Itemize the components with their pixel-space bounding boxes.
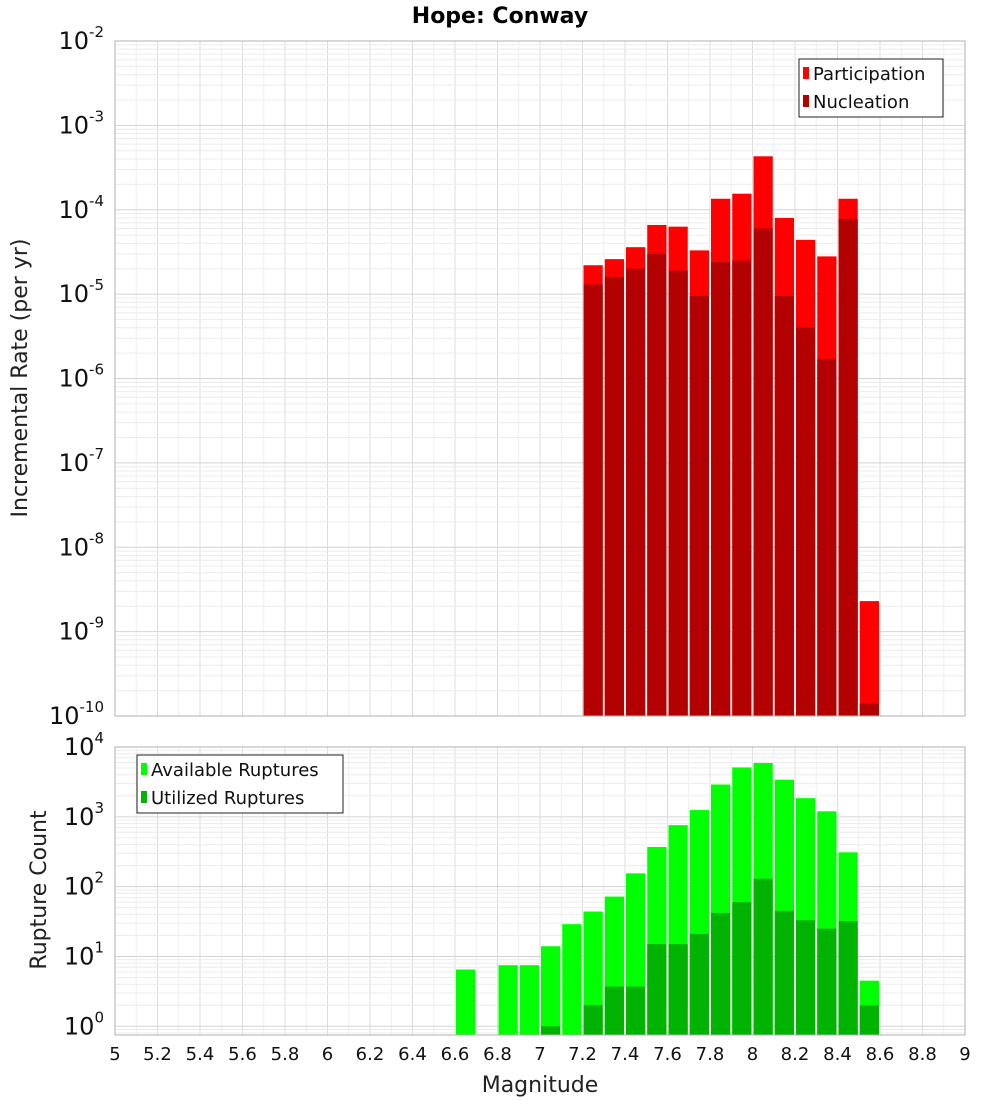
bar	[838, 921, 858, 1035]
x-tick-label: 8.2	[781, 1044, 810, 1065]
bar	[732, 260, 752, 716]
legend-label: Nucleation	[813, 92, 909, 113]
incremental-rate-plot: 10-10 10-9 10-8 10-7 10-6 10-5 10-4 10-3 10-2 Par…	[49, 23, 966, 730]
x-tick-label: 7.4	[611, 1044, 640, 1065]
bar	[562, 924, 582, 1035]
bar	[626, 986, 646, 1035]
x-tick-label: 5.8	[271, 1044, 300, 1065]
bottom-y-tick-labels: 100 101 102 103 104	[64, 729, 104, 1040]
x-tick-label: 5.2	[143, 1044, 172, 1065]
x-tick-label: 7	[534, 1044, 545, 1065]
legend-box	[798, 58, 944, 118]
chart-title: Hope: Conway	[412, 4, 588, 29]
y-tick-label: 100	[64, 1008, 104, 1040]
legend-label: Participation	[813, 64, 925, 85]
x-tick-label: 7.8	[696, 1044, 725, 1065]
bar	[519, 965, 539, 1035]
y-tick-label: 10-6	[58, 361, 104, 393]
bar	[604, 276, 624, 716]
legend-label: Utilized Ruptures	[151, 788, 304, 809]
x-tick-label: 8.4	[823, 1044, 852, 1065]
bar	[541, 1026, 561, 1035]
bar	[753, 228, 773, 716]
legend-swatch	[803, 95, 809, 107]
y-tick-label: 102	[64, 869, 104, 901]
y-tick-label: 10-10	[49, 698, 104, 730]
x-tick-label: 8.8	[908, 1044, 937, 1065]
y-tick-label: 10-8	[58, 529, 104, 561]
y-tick-label: 10-7	[58, 445, 104, 477]
y-tick-label: 103	[64, 799, 104, 831]
bar	[583, 911, 603, 1035]
bar	[859, 703, 879, 716]
x-tick-label: 5	[109, 1044, 120, 1065]
x-tick-label: 6.6	[441, 1044, 470, 1065]
bar	[838, 218, 858, 716]
bar	[711, 912, 731, 1035]
bar	[817, 928, 837, 1035]
legend-swatch	[141, 791, 147, 803]
bar	[456, 969, 476, 1035]
x-tick-label: 9	[959, 1044, 970, 1065]
bar	[859, 1005, 879, 1035]
y-tick-label: 10-4	[58, 192, 104, 224]
x-tick-label: 8.6	[866, 1044, 895, 1065]
x-tick-label: 7.2	[568, 1044, 597, 1065]
bar	[583, 284, 603, 716]
bottom-series-2	[541, 878, 879, 1035]
y-tick-label: 10-3	[58, 107, 104, 139]
bar	[817, 359, 837, 716]
top-legend: Participation Nucleation	[798, 58, 944, 118]
top-gridlines	[114, 40, 966, 717]
bar	[498, 965, 518, 1035]
x-tick-labels: 5 5.2 5.4 5.6 5.8 6 6.2 6.4 6.6 6.8 7 7.2 7.4 7.6 7.8 8…	[109, 1044, 970, 1065]
y-tick-label: 101	[64, 938, 104, 970]
rupture-count-plot: 100 101 102 103 104 Available Ruptures Utilize…	[64, 729, 966, 1040]
top-y-tick-labels: 10-10 10-9 10-8 10-7 10-6 10-5 10-4 10-3 10-2	[49, 23, 104, 730]
bar	[541, 946, 561, 1035]
y-tick-label: 10-2	[58, 23, 104, 55]
bar	[668, 270, 688, 716]
legend-swatch	[141, 763, 147, 775]
legend-box	[136, 754, 344, 814]
bar	[796, 327, 816, 716]
bottom-plot-border	[114, 746, 966, 1036]
bar	[774, 296, 794, 716]
x-tick-label: 6	[322, 1044, 333, 1065]
bar	[753, 878, 773, 1035]
y-tick-label: 10-9	[58, 614, 104, 646]
legend-swatch	[803, 67, 809, 79]
bottom-y-axis-label: Rupture Count	[27, 810, 52, 970]
bottom-legend: Available Ruptures Utilized Ruptures	[136, 754, 344, 814]
x-axis-label: Magnitude	[482, 1073, 599, 1098]
y-tick-label: 10-5	[58, 276, 104, 308]
top-y-axis-label: Incremental Rate (per yr)	[8, 239, 33, 518]
x-tick-label: 8	[747, 1044, 758, 1065]
bar	[604, 986, 624, 1035]
top-series-2	[583, 218, 879, 716]
bar	[647, 253, 667, 716]
bar	[647, 944, 667, 1035]
bar	[583, 1005, 603, 1035]
bar	[774, 910, 794, 1035]
y-tick-label: 104	[64, 729, 104, 761]
x-tick-label: 6.4	[398, 1044, 427, 1065]
bar	[796, 920, 816, 1035]
x-tick-label: 6.8	[483, 1044, 512, 1065]
x-tick-label: 6.2	[356, 1044, 385, 1065]
legend-label: Available Ruptures	[151, 760, 319, 781]
top-plot-border	[114, 40, 966, 717]
x-tick-label: 7.6	[653, 1044, 682, 1065]
bar	[626, 268, 646, 716]
bar	[711, 262, 731, 716]
bar	[689, 296, 709, 716]
x-tick-label: 5.6	[228, 1044, 257, 1065]
bottom-gridlines	[114, 746, 966, 1035]
bar	[689, 933, 709, 1035]
bar	[859, 601, 879, 716]
bar	[732, 902, 752, 1035]
bar	[668, 944, 688, 1035]
x-tick-label: 5.4	[186, 1044, 215, 1065]
